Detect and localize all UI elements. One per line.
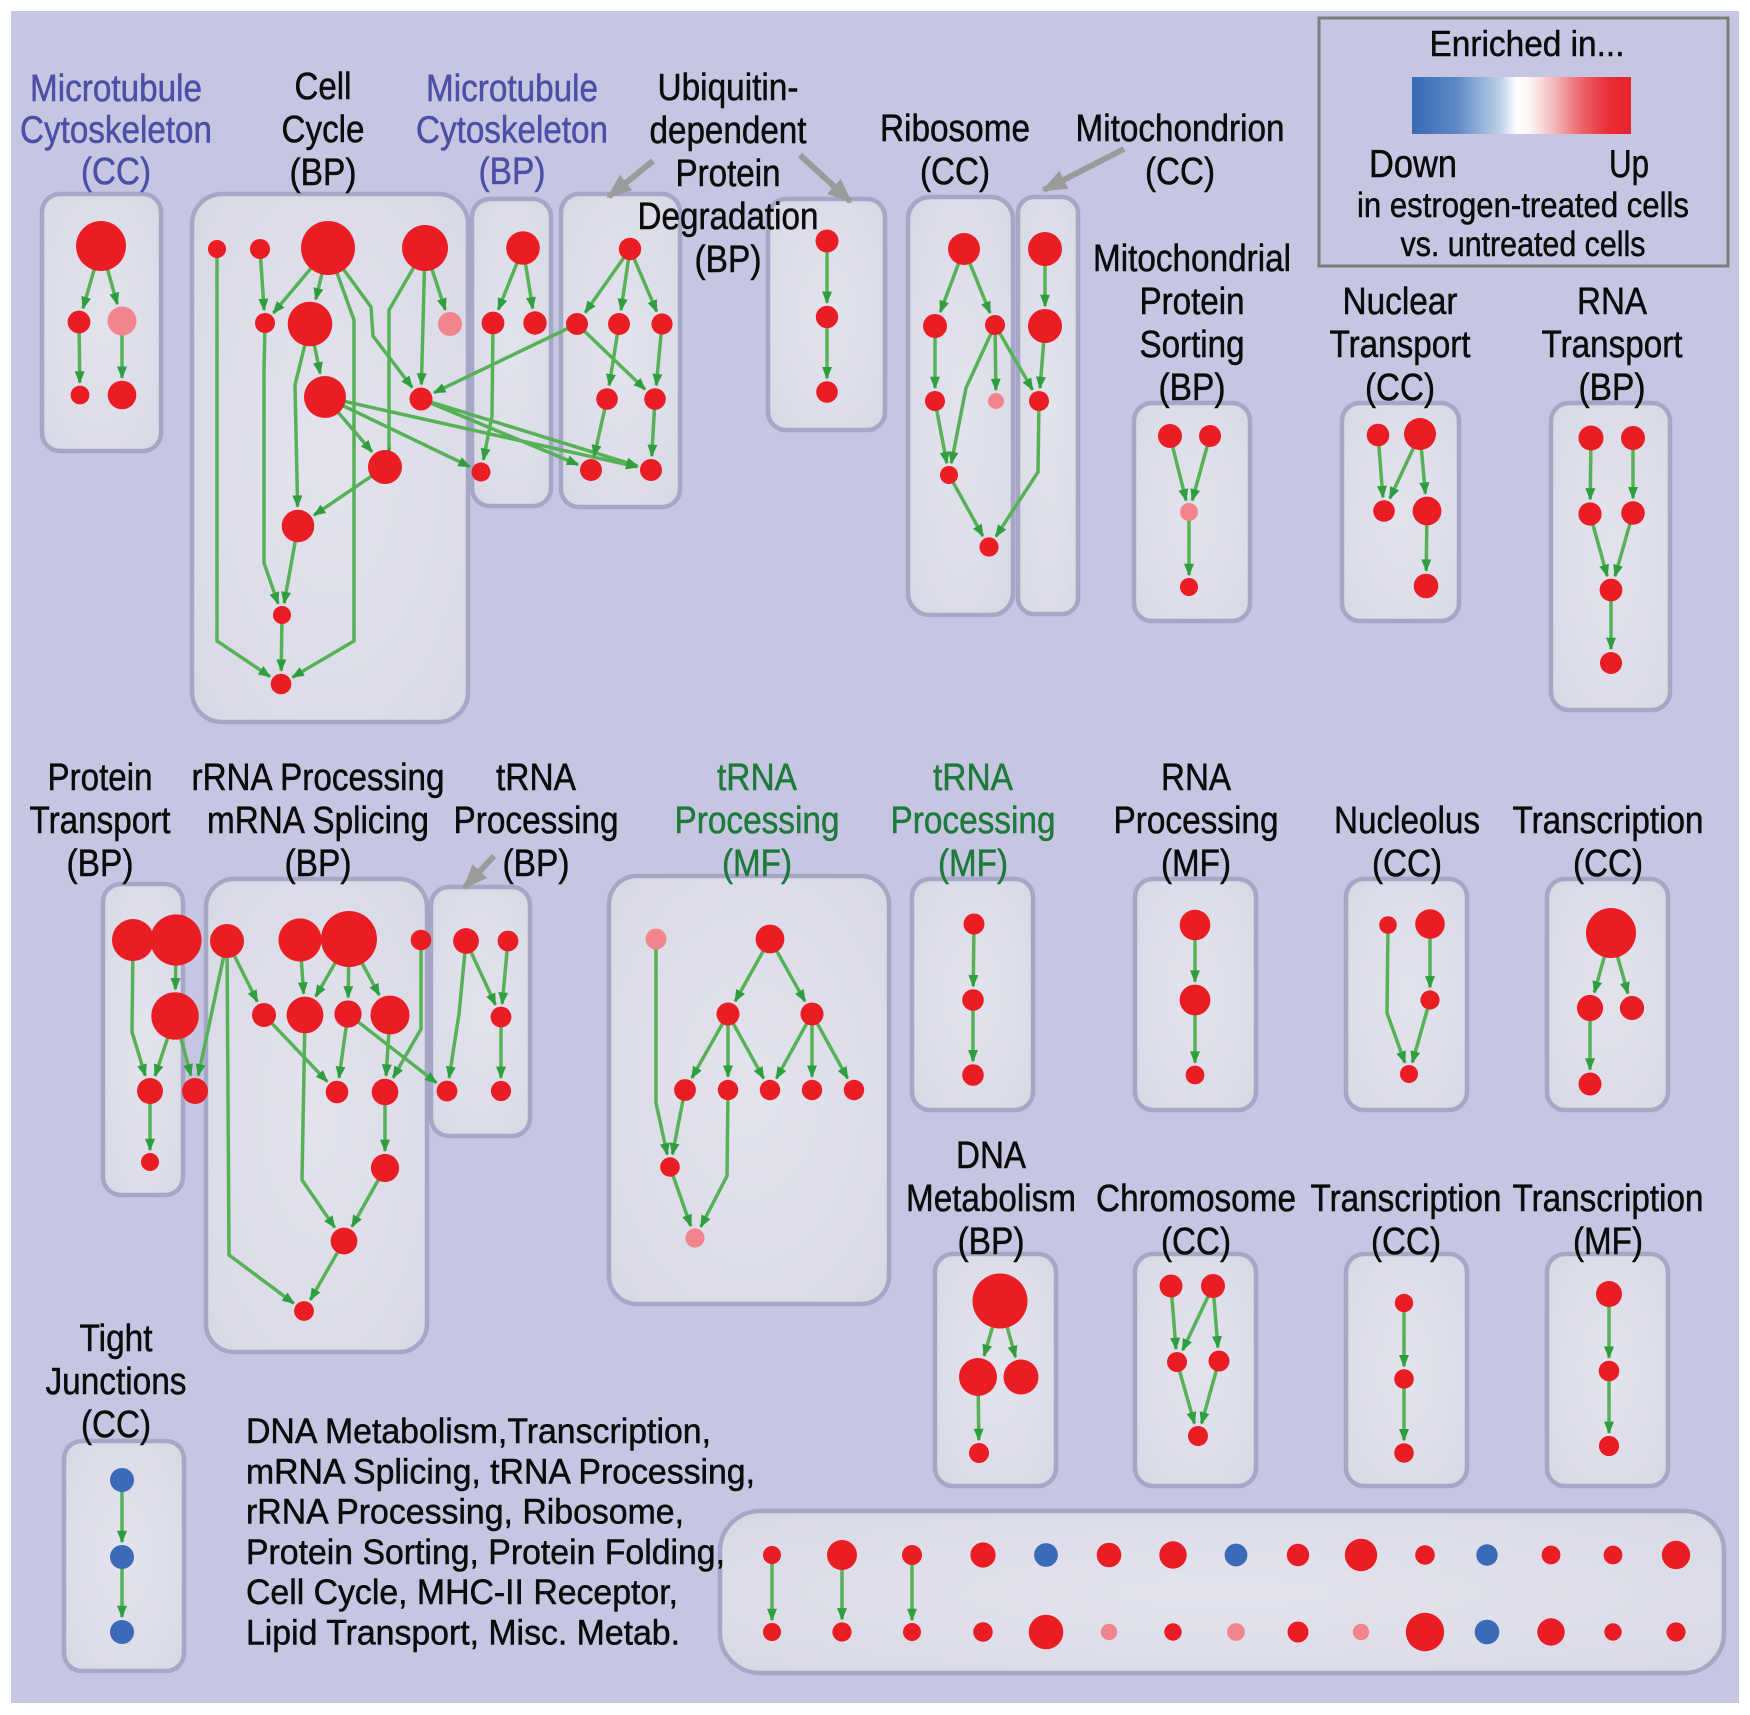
svg-text:(BP): (BP) <box>285 843 352 885</box>
svg-text:Protein: Protein <box>1140 281 1245 323</box>
svg-text:Transcription: Transcription <box>1513 800 1704 842</box>
svg-text:mRNA Splicing, tRNA Processing: mRNA Splicing, tRNA Processing, <box>246 1452 755 1491</box>
svg-text:mRNA Splicing: mRNA Splicing <box>207 800 429 842</box>
svg-text:tRNA: tRNA <box>496 757 577 799</box>
svg-text:Microtubule: Microtubule <box>30 68 202 110</box>
svg-text:(CC): (CC) <box>1145 151 1215 193</box>
svg-text:Cytoskeleton: Cytoskeleton <box>20 110 212 152</box>
svg-text:Processing: Processing <box>891 800 1056 842</box>
svg-text:(MF): (MF) <box>1573 1221 1643 1263</box>
svg-text:Mitochondrion: Mitochondrion <box>1076 108 1285 150</box>
svg-text:dependent: dependent <box>650 110 807 152</box>
svg-text:(MF): (MF) <box>1161 843 1231 885</box>
svg-text:(CC): (CC) <box>81 151 151 193</box>
svg-text:Processing: Processing <box>1114 800 1279 842</box>
svg-text:tRNA: tRNA <box>933 757 1014 799</box>
svg-text:(CC): (CC) <box>1372 843 1442 885</box>
svg-text:Transport: Transport <box>30 800 171 842</box>
svg-text:rRNA Processing: rRNA Processing <box>192 757 445 799</box>
svg-text:Chromosome: Chromosome <box>1096 1178 1296 1220</box>
svg-text:Processing: Processing <box>454 800 619 842</box>
svg-text:Ribosome: Ribosome <box>880 108 1030 150</box>
svg-text:Cytoskeleton: Cytoskeleton <box>416 110 608 152</box>
svg-text:(CC): (CC) <box>81 1404 151 1446</box>
svg-text:(BP): (BP) <box>67 843 134 885</box>
svg-text:(CC): (CC) <box>920 151 990 193</box>
svg-text:Degradation: Degradation <box>638 196 819 238</box>
svg-text:Ubiquitin-: Ubiquitin- <box>658 67 799 109</box>
svg-text:Processing: Processing <box>675 800 840 842</box>
svg-text:Junctions: Junctions <box>46 1361 187 1403</box>
svg-text:(BP): (BP) <box>1579 367 1646 409</box>
svg-text:(MF): (MF) <box>722 843 792 885</box>
svg-text:Up: Up <box>1609 143 1649 186</box>
svg-text:Transport: Transport <box>1330 324 1471 366</box>
svg-text:Cell: Cell <box>295 66 352 108</box>
svg-text:Protein: Protein <box>48 757 153 799</box>
svg-text:(BP): (BP) <box>695 239 762 281</box>
svg-text:tRNA: tRNA <box>717 757 798 799</box>
svg-text:Nuclear: Nuclear <box>1343 281 1458 323</box>
svg-text:Nucleolus: Nucleolus <box>1334 800 1480 842</box>
svg-text:Transport: Transport <box>1542 324 1683 366</box>
svg-text:Cell Cycle, MHC-II Receptor,: Cell Cycle, MHC-II Receptor, <box>246 1573 678 1612</box>
svg-text:(CC): (CC) <box>1573 843 1643 885</box>
svg-text:(BP): (BP) <box>479 151 546 193</box>
svg-text:Protein: Protein <box>676 153 781 195</box>
svg-text:RNA: RNA <box>1577 281 1648 323</box>
svg-text:(BP): (BP) <box>503 843 570 885</box>
svg-text:Lipid Transport, Misc. Metab.: Lipid Transport, Misc. Metab. <box>246 1614 680 1653</box>
svg-text:(CC): (CC) <box>1365 367 1435 409</box>
svg-text:RNA: RNA <box>1161 757 1232 799</box>
svg-text:Metabolism: Metabolism <box>906 1178 1076 1220</box>
svg-text:Protein Sorting, Protein Foldi: Protein Sorting, Protein Folding, <box>246 1533 725 1572</box>
svg-text:(CC): (CC) <box>1371 1221 1441 1263</box>
svg-text:Mitochondrial: Mitochondrial <box>1093 238 1291 280</box>
svg-text:vs. untreated cells: vs. untreated cells <box>1401 225 1646 264</box>
svg-text:rRNA Processing, Ribosome,: rRNA Processing, Ribosome, <box>246 1493 684 1532</box>
svg-text:(BP): (BP) <box>1159 367 1226 409</box>
svg-text:(CC): (CC) <box>1161 1221 1231 1263</box>
svg-text:Cycle: Cycle <box>282 109 365 151</box>
svg-text:Transcription: Transcription <box>1513 1178 1704 1220</box>
svg-text:Transcription: Transcription <box>1311 1178 1502 1220</box>
svg-text:Sorting: Sorting <box>1140 324 1245 366</box>
svg-text:(BP): (BP) <box>290 152 357 194</box>
svg-text:in estrogen-treated cells: in estrogen-treated cells <box>1357 186 1689 225</box>
svg-text:Microtubule: Microtubule <box>426 68 598 110</box>
svg-text:(BP): (BP) <box>958 1221 1025 1263</box>
svg-text:DNA: DNA <box>956 1135 1027 1177</box>
svg-text:Tight: Tight <box>80 1318 153 1360</box>
svg-text:(MF): (MF) <box>938 843 1008 885</box>
svg-text:Down: Down <box>1369 143 1457 186</box>
svg-text:Enriched in...: Enriched in... <box>1430 23 1625 64</box>
svg-text:DNA Metabolism,Transcription,: DNA Metabolism,Transcription, <box>246 1412 711 1451</box>
